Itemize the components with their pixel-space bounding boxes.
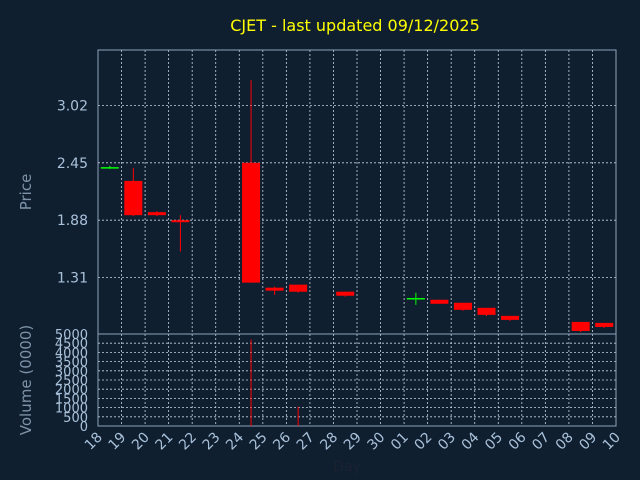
- x-tick-label: 26: [270, 429, 294, 453]
- candle-body: [242, 162, 261, 283]
- candle-body: [147, 212, 166, 216]
- x-tick-label: 29: [341, 430, 365, 454]
- x-ticks: 18 19 20 21 22 23 24 25 26 27 28 29 30 01 02 03 04 05 06 07…: [82, 429, 624, 453]
- volume-panel-frame: [97, 333, 617, 427]
- x-tick-label: 27: [294, 430, 318, 454]
- x-tick-label: 23: [200, 430, 224, 454]
- x-tick-label: 25: [247, 430, 271, 454]
- candle-body: [595, 322, 614, 327]
- x-tick-label: 02: [412, 430, 436, 454]
- candle-body: [124, 180, 143, 216]
- price-grid: [98, 50, 616, 334]
- volume-tick-label: 2500: [55, 374, 88, 389]
- candle-body: [289, 284, 308, 292]
- volume-tick-label: 4500: [55, 337, 88, 352]
- volume-bars: [250, 339, 299, 426]
- volume-tick-label: 0: [80, 420, 88, 435]
- x-tick-label: 09: [576, 430, 600, 454]
- x-tick-label: 28: [317, 430, 341, 454]
- candle-body: [171, 220, 190, 223]
- x-tick-label: 03: [435, 430, 459, 454]
- volume-tick-label: 1000: [55, 402, 88, 417]
- x-tick-label: 30: [364, 430, 388, 454]
- x-tick-label: 10: [600, 430, 624, 454]
- volume-tick-label: 5000: [55, 328, 88, 343]
- candle-body: [501, 315, 520, 320]
- price-tick-label: 3.02: [57, 98, 88, 114]
- volume-tick-label: 2000: [55, 383, 88, 398]
- x-tick-label: 07: [529, 430, 553, 454]
- x-tick-label: 19: [105, 430, 129, 454]
- x-tick-label: 01: [388, 430, 412, 454]
- x-tick-label: 05: [482, 430, 506, 454]
- volume-tick-label: 1500: [55, 392, 88, 407]
- x-tick-label: 06: [506, 429, 530, 453]
- x-tick-label: 20: [129, 430, 153, 454]
- price-axis-label: Price: [17, 174, 35, 211]
- volume-tick-label: 500: [63, 411, 88, 426]
- volume-grid: [98, 334, 616, 426]
- candle-body: [453, 302, 472, 310]
- price-tick-label: 1.31: [57, 271, 88, 287]
- volume-tick-label: 3000: [55, 365, 88, 380]
- x-tick-label: 24: [223, 429, 247, 453]
- x-tick-label: 22: [176, 430, 200, 454]
- x-tick-label: 21: [153, 430, 177, 454]
- price-tick-label: 1.88: [57, 213, 88, 229]
- candle-body: [336, 291, 355, 296]
- x-tick-label: 04: [459, 429, 483, 453]
- x-axis-label: Day: [333, 459, 361, 475]
- x-tick-label: 08: [553, 430, 577, 454]
- volume-axis-label: Volume (0000): [17, 325, 35, 435]
- candle-body: [430, 299, 449, 304]
- candle-body: [571, 321, 590, 331]
- candles: [100, 80, 614, 332]
- chart-title: CJET - last updated 09/12/2025: [230, 16, 480, 35]
- price-y-ticks: 1.31 1.88 2.45 3.02: [57, 98, 88, 286]
- volume-tick-label: 3500: [55, 356, 88, 371]
- price-tick-label: 2.45: [57, 156, 88, 172]
- candle-body: [265, 287, 284, 291]
- volume-tick-label: 4000: [55, 346, 88, 361]
- candle-body: [477, 307, 496, 315]
